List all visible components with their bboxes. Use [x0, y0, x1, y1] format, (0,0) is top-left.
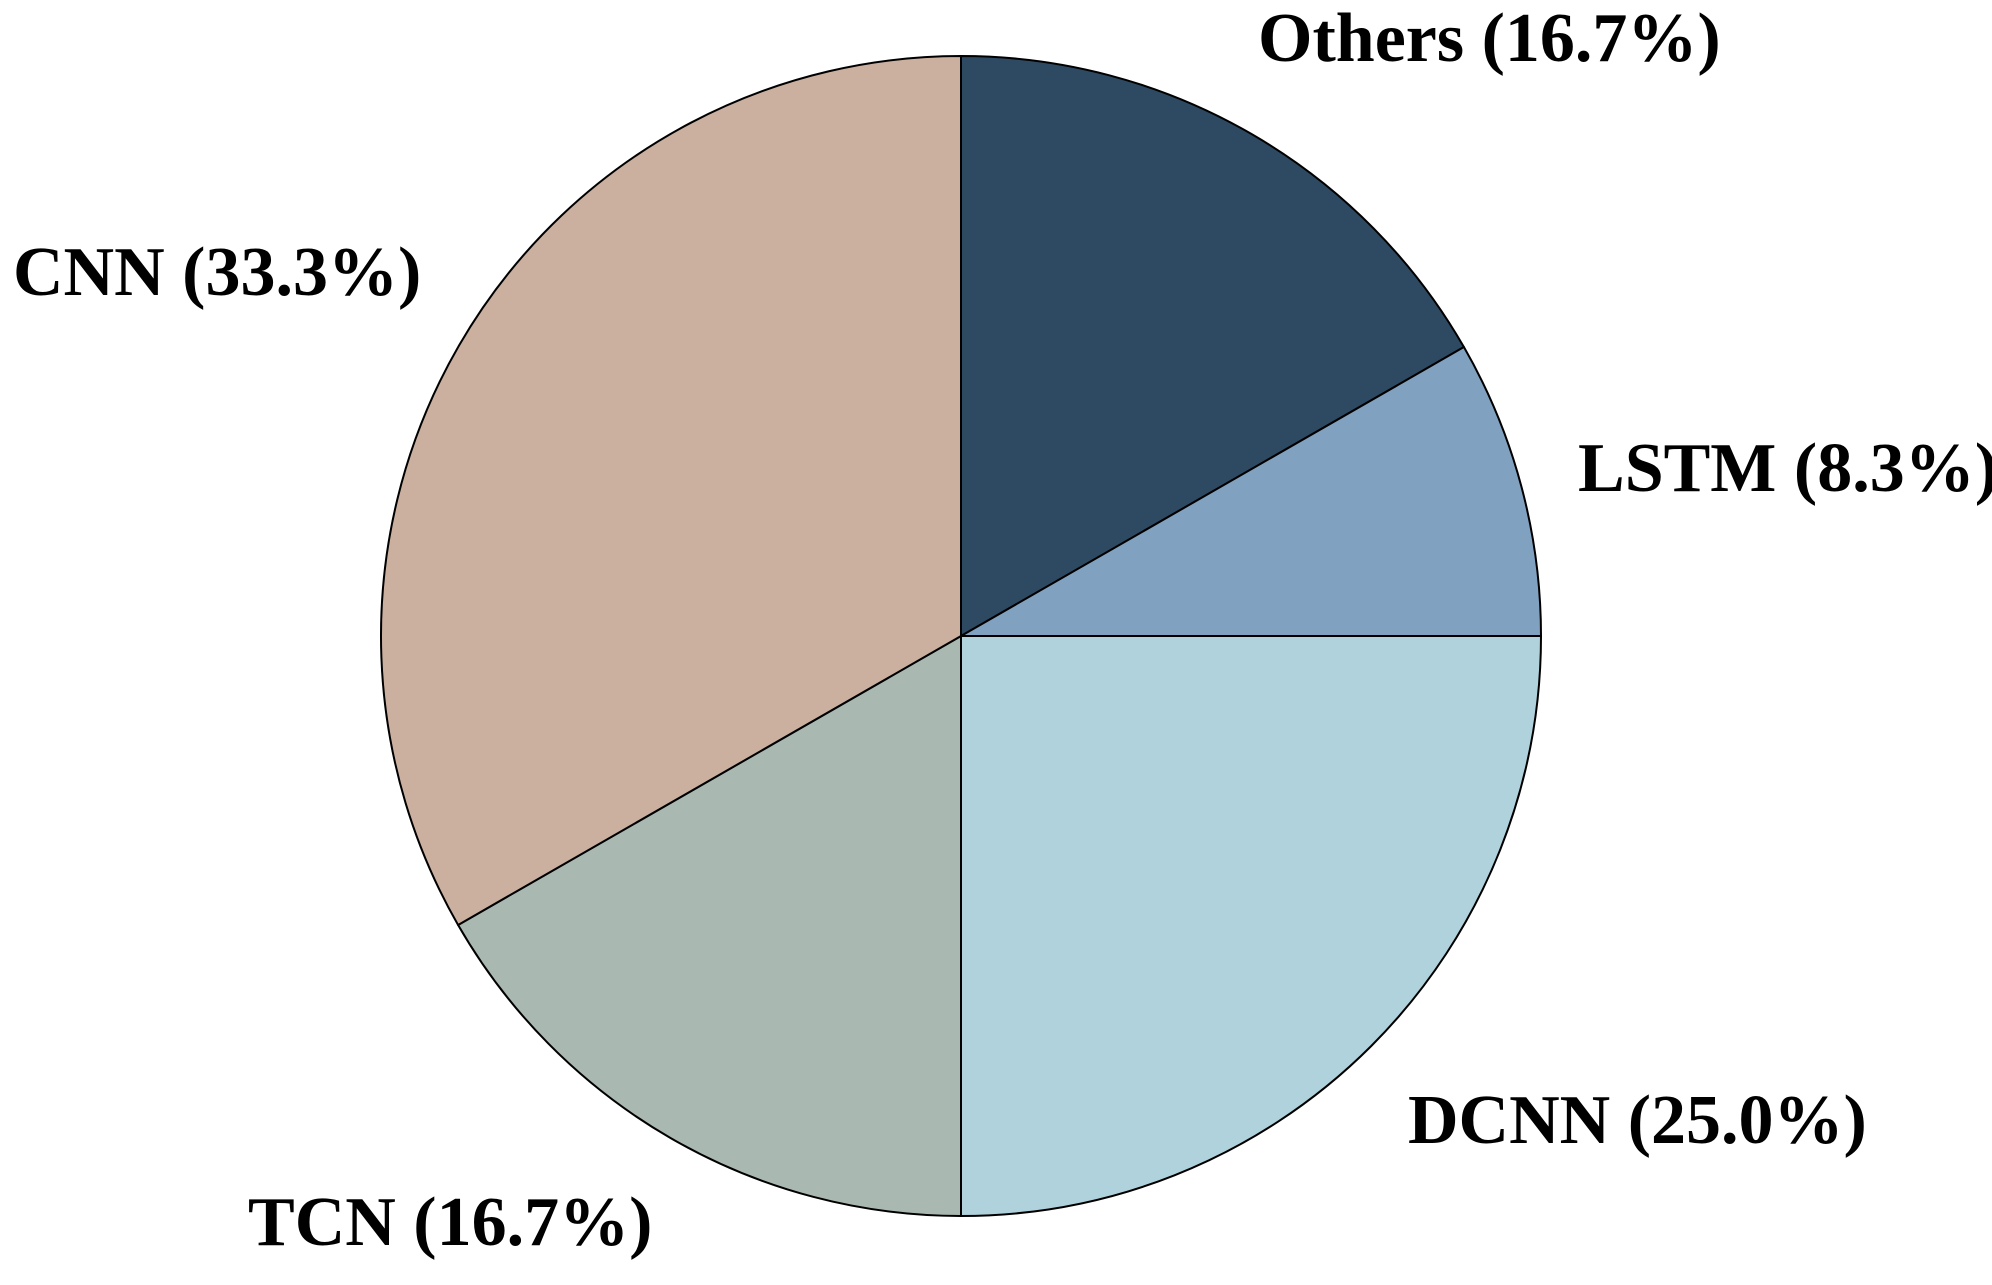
pie-label-others: Others (16.7%): [1258, 0, 1721, 77]
pie-slice-others: [960, 55, 1465, 637]
pie-slice-tcn: [457, 635, 962, 1217]
pie-slice-cnn: [380, 55, 962, 926]
pie-slice-dcnn: [960, 635, 1542, 1217]
pie-label-dcnn: DCNN (25.0%): [1408, 1082, 1867, 1159]
pie-label-tcn: TCN (16.7%): [248, 1184, 653, 1261]
pie-label-lstm: LSTM (8.3%): [1578, 430, 1992, 507]
pie-label-cnn: CNN (33.3%): [13, 234, 422, 311]
pie-slice-lstm: [960, 346, 1542, 637]
